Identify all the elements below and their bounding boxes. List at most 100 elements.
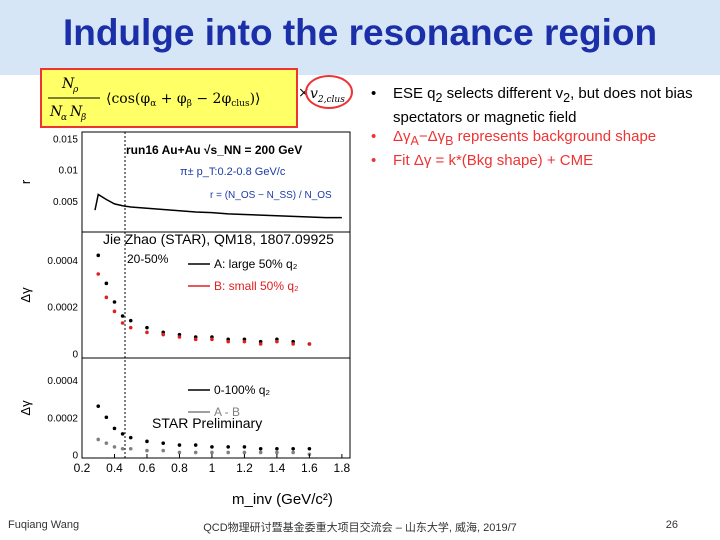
data-point	[96, 253, 101, 258]
times-sign: ×	[298, 85, 310, 101]
data-point	[161, 332, 166, 337]
data-point	[128, 446, 133, 451]
legend-label: A - B	[214, 405, 240, 419]
data-point	[120, 321, 125, 325]
top-label: run16 Au+Au √s_NN = 200 GeV	[126, 143, 302, 157]
data-point	[193, 450, 198, 455]
data-point	[120, 446, 125, 451]
data-point	[96, 404, 101, 408]
y-tick-label: 0.0004	[47, 376, 78, 387]
data-point	[145, 325, 149, 330]
formula-den-2: N	[69, 104, 83, 120]
v2-circle	[305, 75, 353, 109]
v2-sub: 2,clus	[317, 94, 345, 105]
data-point	[177, 443, 182, 447]
data-point	[258, 342, 263, 346]
series-line	[94, 193, 342, 219]
data-point	[275, 339, 279, 344]
formula-den-1: N	[49, 104, 63, 120]
footer-author: Fuqiang Wang	[8, 519, 80, 531]
data-point	[104, 281, 109, 286]
data-point	[145, 330, 149, 335]
data-point	[242, 445, 247, 449]
pi-label: π± p_T:0.2-0.8 GeV/c	[180, 166, 286, 178]
footer-event: QCD物理研讨暨基金委重大项目交流会 – 山东大学, 威海, 2019/7	[203, 522, 517, 534]
bullet-ese: ESE q2 selects different v2, but does no…	[365, 84, 705, 127]
data-point	[177, 335, 182, 339]
y-tick-label: 0.0002	[47, 303, 78, 314]
x-tick-label: 1	[209, 461, 216, 475]
formula-svg: N ρ N α N β ⟨cos(φα + φβ − 2φclus)⟩	[48, 76, 261, 123]
footer-page-number: 26	[665, 519, 678, 531]
bullet-list: ESE q2 selects different v2, but does no…	[365, 84, 705, 170]
data-point	[242, 339, 247, 344]
data-point	[128, 325, 133, 330]
y-tick-label: 0	[72, 349, 78, 360]
data-point	[96, 272, 101, 276]
physics-figure: run16 Au+Au √s_NN = 200 GeV π± p_T:0.2-0…	[18, 131, 351, 508]
y-axis-label: r	[18, 179, 33, 184]
title-band	[0, 0, 720, 75]
y-tick-label: 0.01	[59, 166, 79, 177]
x-tick-label: 1.4	[269, 461, 286, 475]
data-point	[291, 342, 295, 346]
data-point	[112, 445, 117, 449]
data-point	[112, 300, 117, 304]
legend-label: 0-100% q₂	[214, 383, 270, 397]
bullet-background: ΔγA−ΔγB represents background shape	[365, 127, 705, 151]
panel-mid-frame	[81, 231, 351, 359]
data-point	[120, 432, 125, 436]
data-point	[104, 441, 109, 445]
data-point	[210, 337, 214, 342]
data-point	[258, 446, 263, 451]
bullet-fit: Fit Δγ = k*(Bkg shape) + CME	[365, 151, 705, 170]
data-point	[177, 450, 182, 455]
v2-term: v2,clus	[310, 86, 345, 105]
data-point	[226, 445, 230, 449]
legend-label: B: small 50% q₂	[214, 279, 299, 293]
data-point	[210, 445, 214, 449]
panel-bottom-frame	[81, 357, 351, 459]
y-axis-label: Δγ	[18, 287, 33, 303]
y-tick-label: 0	[72, 450, 78, 461]
x-tick-label: 1.8	[334, 461, 351, 475]
formula-expr: ⟨cos(φα + φβ − 2φclus)⟩	[106, 91, 261, 109]
x-tick-label: 1.6	[301, 461, 318, 475]
data-point	[258, 450, 263, 455]
data-point	[307, 446, 312, 451]
preliminary-label: STAR Preliminary	[152, 415, 262, 431]
x-tick-label: 1.2	[236, 461, 253, 475]
formula-num-sub: ρ	[72, 85, 79, 95]
data-point	[145, 439, 149, 444]
data-point	[161, 448, 166, 453]
x-tick-label: 0.4	[106, 461, 123, 475]
data-point	[193, 337, 198, 342]
slide-title: Indulge into the resonance region	[62, 12, 658, 53]
data-point	[275, 446, 279, 451]
data-point	[291, 446, 295, 451]
plot-root: 0.005 0.01 0.015 r 0 0.0002 0.0004 Δγ A: large 5…	[18, 134, 351, 475]
data-point	[275, 450, 279, 455]
y-tick-label: 0.0004	[47, 256, 78, 267]
y-tick-label: 0.015	[53, 134, 78, 145]
x-tick-label: 0.6	[139, 461, 156, 475]
legend-label: A: large 50% q₂	[214, 257, 298, 271]
centrality-label: 20-50%	[127, 252, 169, 266]
data-point	[161, 441, 166, 445]
data-point	[120, 314, 125, 318]
data-point	[226, 339, 230, 344]
data-point	[242, 450, 247, 455]
panel-r-frame	[81, 131, 351, 233]
data-point	[128, 435, 133, 440]
formula-den-sub2: β	[80, 113, 86, 123]
credit-label: Jie Zhao (STAR), QM18, 1807.09925	[103, 231, 334, 247]
y-tick-label: 0.005	[53, 197, 78, 208]
data-point	[104, 415, 109, 420]
data-point	[307, 342, 312, 346]
data-point	[145, 448, 149, 453]
data-point	[112, 309, 117, 314]
formula-den-sub1: α	[61, 113, 67, 123]
formula-num: N	[61, 76, 75, 92]
x-tick-label: 0.8	[171, 461, 188, 475]
data-point	[112, 426, 117, 431]
